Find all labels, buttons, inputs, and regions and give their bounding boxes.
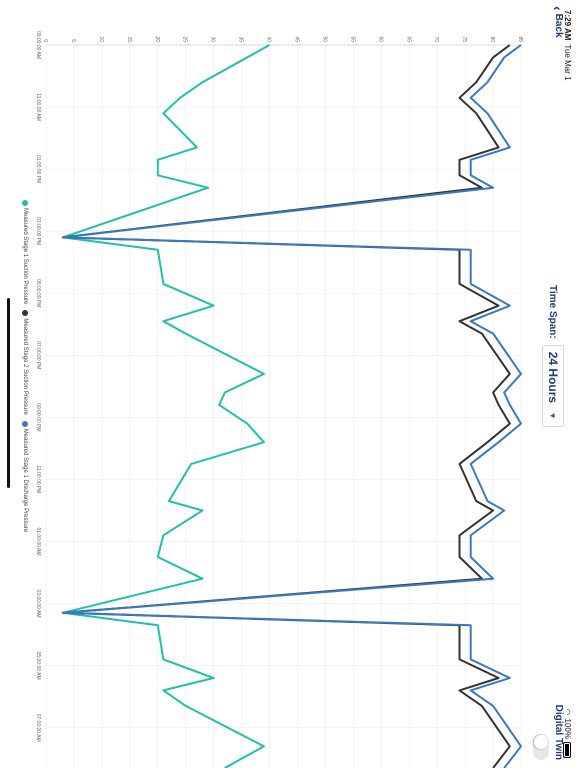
x-tick-label: 09:00:00 PM (35, 403, 41, 431)
y-tick-label: 55 (349, 36, 355, 42)
legend-item-stage2-suction: Measured Stage 2 Suction Pressure (22, 310, 28, 415)
y-tick-label: 80 (489, 36, 495, 42)
y-tick-label: 65 (405, 36, 411, 42)
x-tick-label: 11:00:00 AM (35, 93, 41, 121)
chart-legend: Measured Stage 1 Suction Pressure Measur… (22, 200, 28, 532)
x-tick-label: 07:00:00 AM (35, 714, 41, 742)
x-tick-label: 09:00:00 AM (35, 31, 41, 59)
x-tick-label: 11:00:00 PM (35, 465, 41, 493)
legend-item-stage1-discharge: Measured Stage 1 Discharge Pressure (22, 420, 28, 533)
legend-dot-icon (22, 420, 28, 427)
y-tick-label: 75 (461, 36, 467, 42)
y-tick-label: 85 (517, 36, 523, 42)
x-tick-label: 07:00:00 PM (35, 341, 41, 369)
y-tick-label: 25 (182, 36, 188, 42)
series-line-stage2-suction (61, 44, 511, 768)
x-tick-label: 05:00:00 PM (35, 279, 41, 307)
series-line-stage1-suction (61, 44, 270, 768)
y-tick-label: 0 (42, 39, 48, 42)
legend-dot-icon (22, 310, 28, 317)
y-tick-label: 20 (154, 36, 160, 42)
legend-label: Measured Stage 1 Suction Pressure (22, 208, 28, 305)
legend-label: Measured Stage 1 Discharge Pressure (22, 428, 28, 533)
y-tick-label: 60 (377, 36, 383, 42)
y-tick-label: 35 (238, 36, 244, 42)
y-tick-label: 5 (70, 39, 76, 42)
y-tick-label: 45 (293, 36, 299, 42)
y-tick-label: 10 (98, 36, 104, 42)
y-tick-label: 70 (433, 36, 439, 42)
x-tick-label: 03:00:00 AM (35, 590, 41, 618)
home-indicator (7, 298, 10, 488)
y-tick-label: 30 (210, 36, 216, 42)
y-tick-label: 40 (266, 36, 272, 42)
x-tick-label: 03:00:00 PM (35, 217, 41, 245)
y-tick-label: 50 (321, 36, 327, 42)
y-tick-label: 15 (126, 36, 132, 42)
x-tick-label: 05:00:00 AM (35, 652, 41, 680)
legend-item-stage1-suction: Measured Stage 1 Suction Pressure (22, 200, 28, 304)
legend-label: Measured Stage 2 Suction Pressure (22, 318, 28, 415)
series-line-stage1-discharge (61, 44, 522, 768)
x-tick-label: 01:00:00 PM (35, 155, 41, 183)
x-tick-label: 01:00:00 AM (35, 527, 41, 555)
legend-dot-icon (22, 200, 28, 206)
